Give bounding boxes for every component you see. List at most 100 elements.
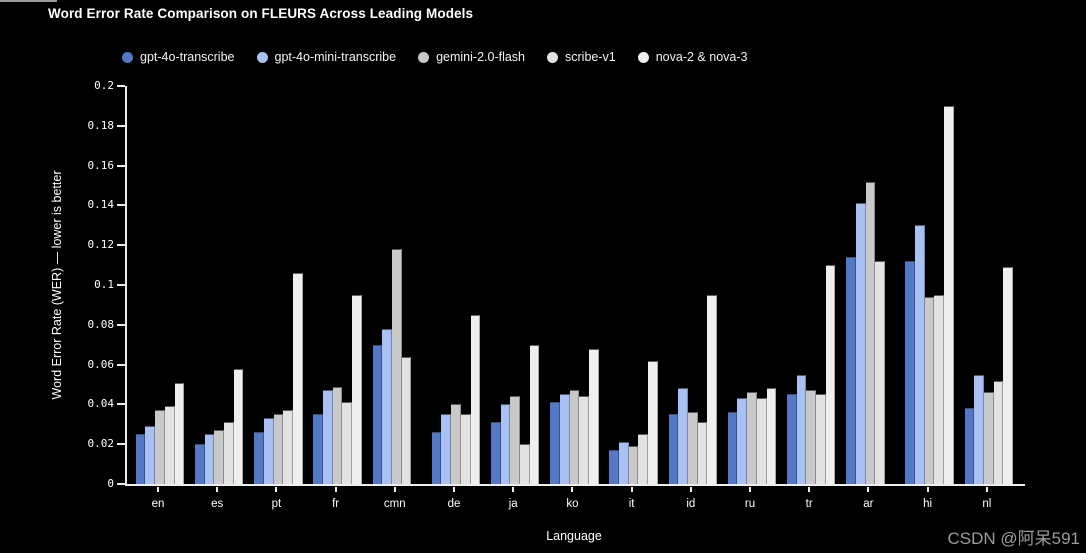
bar-it-gpt-4o-transcribe [609,450,620,484]
x-tick-mark [512,487,515,492]
legend-swatch-icon [637,51,649,63]
x-tick-label-ar: ar [863,498,874,510]
legend-label: gpt-4o-transcribe [140,50,235,64]
x-tick-mark [453,487,455,492]
x-tick-label-es: es [211,498,224,510]
bar-ko-gpt-4o-transcribe [550,402,560,484]
chart-title: Word Error Rate Comparison on FLEURS Acr… [48,6,474,21]
bar-id-gpt-4o-transcribe [668,414,679,484]
plot-area [125,86,1025,486]
y-tick-mark [117,85,125,87]
watermark-text: CSDN @阿呆591 [947,529,1080,548]
bar-id-gpt-4o-mini-transcribe [678,388,688,484]
bar-it-nova-2-nova-3 [648,360,658,484]
bar-pt-nova-2-nova-3 [292,273,303,484]
bar-es-nova-2-nova-3 [233,368,244,484]
bar-de-gpt-4o-transcribe [431,432,442,484]
bar-it-scribe-v1 [638,434,649,484]
bar-id-gemini-2-0-flash [687,412,698,484]
legend-swatch-icon [256,51,268,63]
x-tick-label-nl: nl [982,498,992,510]
x-tick-mark [571,487,574,492]
y-tick-label: 0.14 [87,198,115,212]
x-tick-label-id: id [686,498,696,510]
bar-tr-gpt-4o-transcribe [786,394,797,484]
bar-ru-nova-2-nova-3 [766,388,777,484]
y-tick-mark [117,124,125,127]
bar-ja-gemini-2-0-flash [510,396,521,484]
y-tick-label: 0.12 [87,238,115,252]
bar-hi-gpt-4o-mini-transcribe [915,225,925,484]
legend-swatch-icon [418,51,430,63]
y-tick-mark [117,443,125,446]
y-tick-mark [117,323,125,326]
bar-cmn-gpt-4o-transcribe [372,344,383,484]
y-tick-mark [117,403,125,406]
bar-pt-scribe-v1 [283,410,293,484]
bar-cmn-gpt-4o-mini-transcribe [382,328,392,484]
bar-hi-scribe-v1 [934,294,945,484]
legend-item-gemini-2-0-flash: gemini-2.0-flash [418,50,525,64]
bar-pt-gpt-4o-transcribe [254,432,264,484]
bar-es-gpt-4o-transcribe [194,444,205,484]
y-tick-label: 0 [107,477,114,490]
x-tick-mark [867,487,870,492]
x-tick-mark [808,487,811,492]
bar-en-gpt-4o-mini-transcribe [145,426,156,484]
x-tick-label-ru: ru [744,498,756,510]
bar-hi-gpt-4o-transcribe [905,261,916,484]
bar-pt-gpt-4o-mini-transcribe [263,418,274,484]
bar-en-nova-2-nova-3 [174,382,185,484]
x-tick-mark [985,487,988,492]
bar-ar-scribe-v1 [875,261,885,484]
x-tick-label-hi: hi [923,498,933,510]
legend-item-gpt-4o-mini-transcribe: gpt-4o-mini-transcribe [256,50,397,64]
bar-en-gemini-2-0-flash [155,410,165,484]
bar-pt-gemini-2-0-flash [273,414,284,484]
legend-item-gpt-4o-transcribe: gpt-4o-transcribe [122,50,235,64]
legend-swatch-icon [547,51,559,63]
legend-swatch-icon [122,51,133,63]
bar-ru-gpt-4o-transcribe [727,412,738,484]
bar-ru-gemini-2-0-flash [747,392,757,484]
bar-es-gpt-4o-mini-transcribe [204,434,215,484]
legend-item-scribe-v1: scribe-v1 [547,50,616,64]
bar-nl-gpt-4o-transcribe [964,408,975,484]
legend-label: gpt-4o-mini-transcribe [274,50,397,64]
bar-nl-gemini-2-0-flash [983,392,994,484]
bar-fr-gpt-4o-mini-transcribe [323,390,333,484]
x-tick-mark [393,487,396,492]
bar-hi-gemini-2-0-flash [924,296,935,484]
x-tick-mark [216,487,219,492]
x-axis-title: Language [546,529,602,543]
bar-id-nova-2-nova-3 [707,294,718,484]
bar-nl-gpt-4o-mini-transcribe [974,374,984,484]
x-tick-label-pt: pt [271,498,282,510]
x-tick-mark [157,487,159,492]
bar-nl-scribe-v1 [993,380,1004,484]
bar-ru-scribe-v1 [756,398,767,484]
y-tick-label: 0.18 [87,118,115,132]
bar-ru-gpt-4o-mini-transcribe [737,398,748,484]
y-tick-mark [117,164,125,167]
x-tick-label-cmn: cmn [383,498,406,510]
bar-de-gpt-4o-mini-transcribe [441,414,452,484]
bar-nl-nova-2-nova-3 [1003,267,1014,484]
window-edge-strip [0,0,57,2]
y-tick-mark [117,363,125,366]
bar-fr-nova-2-nova-3 [352,294,362,484]
y-tick-label: 0.06 [87,357,115,371]
bar-fr-gpt-4o-transcribe [313,414,324,484]
bar-fr-gemini-2-0-flash [332,386,343,484]
y-tick-label: 0.1 [94,278,114,291]
bar-tr-gpt-4o-mini-transcribe [796,374,807,484]
x-tick-mark [334,487,337,492]
bar-de-gemini-2-0-flash [451,404,461,484]
bar-ar-gemini-2-0-flash [865,181,876,484]
bar-cmn-scribe-v1 [401,356,412,484]
x-tick-label-en: en [151,498,165,510]
y-tick-label: 0.04 [87,397,115,411]
x-tick-label-fr: fr [332,498,340,510]
bar-cmn-gemini-2-0-flash [391,249,402,484]
